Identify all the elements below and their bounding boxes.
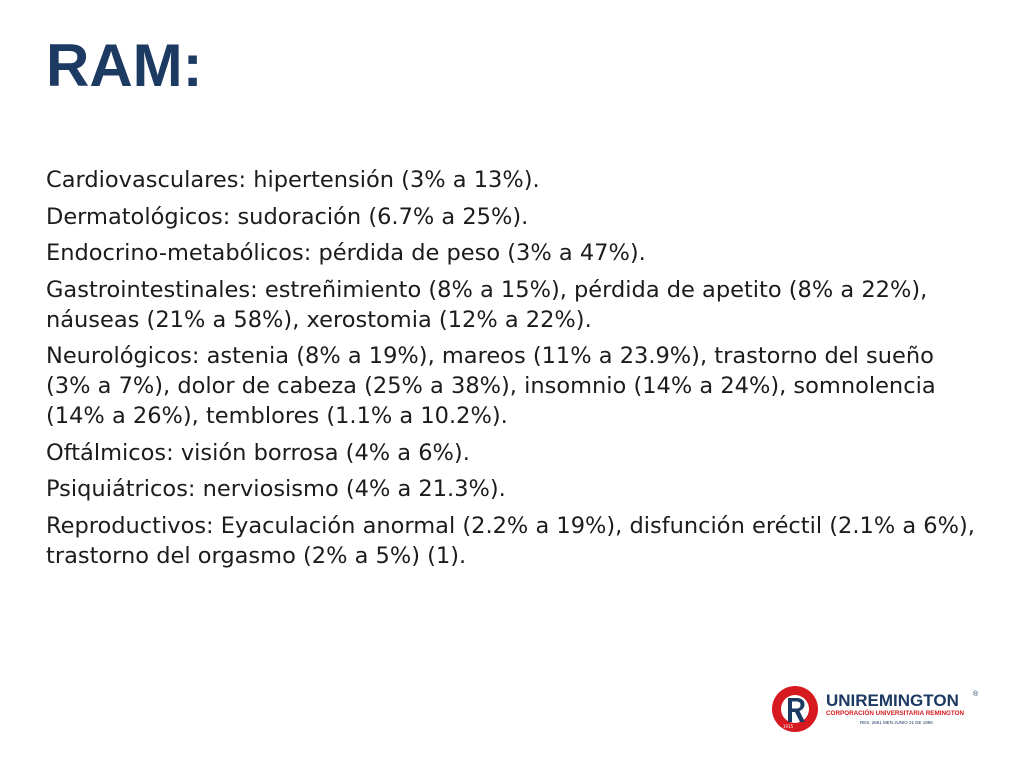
logo-subtitle: CORPORACIÓN UNIVERSITARIA REMINGTON xyxy=(826,708,965,717)
logo-wordmark: UNIREMINGTON xyxy=(826,691,959,710)
paragraph-endocrino-metabolicos: Endocrino-metabólicos: pérdida de peso (… xyxy=(46,240,646,266)
slide-title: RAM: xyxy=(46,32,203,99)
logo-year: 1915 xyxy=(783,724,794,729)
paragraph-gastrointestinales: Gastrointestinales: estreñimiento (8% a … xyxy=(46,276,928,333)
paragraph-dermatologicos: Dermatológicos: sudoración (6.7% a 25%). xyxy=(46,203,529,230)
paragraph-oftalmicos: Oftálmicos: visión borrosa (4% a 6%). xyxy=(46,439,470,466)
paragraph-psiquiatricos: Psiquiátricos: nerviosismo (4% a 21.3%). xyxy=(46,476,506,502)
paragraph-neurologicos: Neurológicos: astenia (8% a 19%), mareos… xyxy=(46,343,936,429)
slide-body: Cardiovasculares: hipertensión (3% a 13%… xyxy=(46,165,976,577)
paragraph-reproductivos: Reproductivos: Eyaculación anormal (2.2%… xyxy=(46,512,975,569)
uniremington-logo: 1915 UNIREMINGTON ® CORPORACIÓN UNIVERSI… xyxy=(770,684,990,734)
logo-registered-mark: ® xyxy=(973,690,979,698)
logo-resolution: RES. 2661 MEN JUNIO 21 DE 1996 xyxy=(860,720,933,725)
paragraph-cardiovasculares: Cardiovasculares: hipertensión (3% a 13%… xyxy=(46,167,540,193)
